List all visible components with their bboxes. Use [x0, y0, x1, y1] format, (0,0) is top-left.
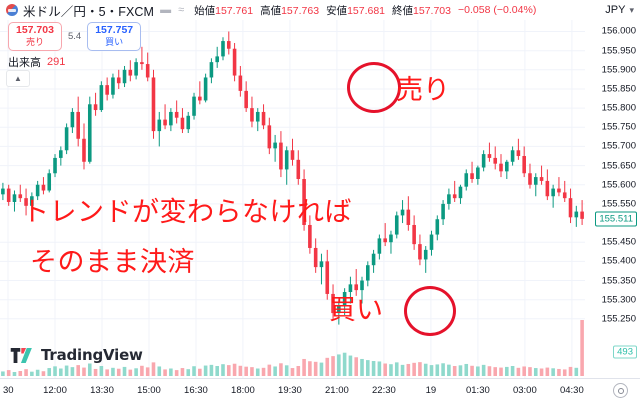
ohlc-high-label: 高値 — [260, 4, 282, 17]
time-tick: 15:00 — [137, 385, 161, 396]
price-tick: 155.400 — [601, 255, 636, 267]
change-percent: (−0.04%) — [493, 4, 537, 16]
time-tick: 21:00 — [325, 385, 349, 396]
annotation-line-2: そのまま決済 — [30, 247, 195, 278]
tradingview-wordmark: TradingView — [41, 346, 143, 364]
price-tick: 155.800 — [601, 102, 636, 114]
ohlc-high-value: 157.763 — [281, 4, 320, 17]
price-axis[interactable]: 156.000 155.950 155.900 155.850 155.800 155.7… — [585, 20, 640, 378]
price-tick: 155.250 — [601, 313, 636, 325]
annotation-buy-marker: 買い — [329, 295, 383, 326]
fxcm-logo-icon — [6, 4, 18, 16]
price-tick: 155.900 — [601, 64, 636, 76]
tradingview-logo-icon — [10, 347, 36, 363]
currency-selector[interactable]: JPY — [605, 4, 626, 16]
chevron-up-icon: ▲ — [14, 73, 22, 83]
wave-icon[interactable]: ≈ — [178, 3, 185, 16]
sell-price-label: 売り — [25, 36, 44, 47]
time-tick: 01:30 — [465, 385, 490, 396]
sell-price-value: 157.703 — [16, 24, 54, 36]
current-volume-badge: 493 — [613, 345, 637, 359]
ohlc-low-value: 157.681 — [347, 4, 386, 17]
volume-legend-label: 出来高 — [8, 57, 41, 69]
volume-legend[interactable]: 出来高 291 — [8, 54, 65, 70]
buy-price-badge[interactable]: 157.757 買い — [87, 22, 142, 51]
time-tick: 12:00 — [43, 385, 67, 396]
current-price-badge: 155.511 — [595, 211, 637, 227]
price-tick: 155.750 — [601, 121, 636, 133]
change-value: −0.058 — [458, 4, 491, 16]
spread-value: 5.4 — [67, 30, 82, 42]
ohlc-open-value: 157.761 — [215, 4, 254, 17]
chart-header: 米ドル／円・5・FXCM ▬ ≈ 始値157.761 高値157.763 安値1… — [0, 0, 640, 20]
price-tick: 155.600 — [601, 179, 636, 191]
ohlc-close-label: 終値 — [392, 4, 414, 17]
price-tick: 156.000 — [601, 25, 636, 37]
chevron-down-icon[interactable]: ▾ — [629, 4, 634, 15]
buy-price-value: 157.757 — [95, 24, 134, 36]
price-tick: 155.450 — [601, 236, 636, 248]
time-tick: 30 — [3, 385, 14, 396]
clock-icon[interactable] — [613, 383, 628, 398]
price-tick: 155.350 — [601, 275, 636, 287]
header-right: JPY ▾ — [605, 4, 634, 16]
order-legend: 157.703 売り 5.4 157.757 買い — [8, 22, 142, 51]
time-tick: 22:30 — [372, 385, 396, 396]
time-tick: 18:00 — [231, 385, 255, 396]
price-tick: 155.550 — [601, 198, 636, 210]
buy-price-label: 買い — [105, 36, 124, 47]
buy-highlight-circle — [404, 286, 456, 336]
symbol-title[interactable]: 米ドル／円・5・FXCM — [23, 4, 155, 19]
collapse-pane-button[interactable]: ▲ — [6, 70, 30, 87]
time-axis[interactable]: 30 12:00 13:30 15:00 16:30 18:00 19:30 21:00 22:… — [0, 378, 640, 401]
ohlc-readout: 始値157.761 高値157.763 安値157.681 終値157.703 … — [194, 3, 536, 18]
volume-legend-value: 291 — [47, 56, 66, 68]
ohlc-close-value: 157.703 — [413, 4, 451, 17]
time-tick: 13:30 — [90, 385, 114, 396]
price-tick: 155.700 — [601, 140, 636, 152]
price-tick: 155.300 — [601, 294, 636, 306]
price-tick: 155.850 — [601, 83, 636, 95]
candle-icon[interactable]: ▬ — [160, 3, 172, 16]
time-color-strip — [0, 375, 585, 379]
tradingview-watermark: TradingView — [10, 346, 143, 364]
price-tick: 155.950 — [601, 45, 636, 57]
candlestick-canvas — [0, 20, 585, 378]
time-tick: 04:30 — [559, 385, 584, 396]
ohlc-open-label: 始値 — [194, 4, 216, 17]
chart-plot-area[interactable] — [0, 20, 585, 378]
ohlc-low-label: 安値 — [326, 4, 348, 17]
annotation-sell-marker: 売り — [396, 75, 450, 106]
annotation-line-1: トレンドが変わらなければ — [22, 197, 352, 228]
sell-price-badge[interactable]: 157.703 売り — [8, 22, 62, 51]
time-tick: 16:30 — [184, 385, 208, 396]
time-tick: 03:00 — [512, 385, 537, 396]
sell-highlight-circle — [347, 62, 401, 113]
time-tick: 19:30 — [278, 385, 302, 396]
price-tick: 155.650 — [601, 160, 636, 172]
time-tick: 19 — [425, 385, 437, 396]
